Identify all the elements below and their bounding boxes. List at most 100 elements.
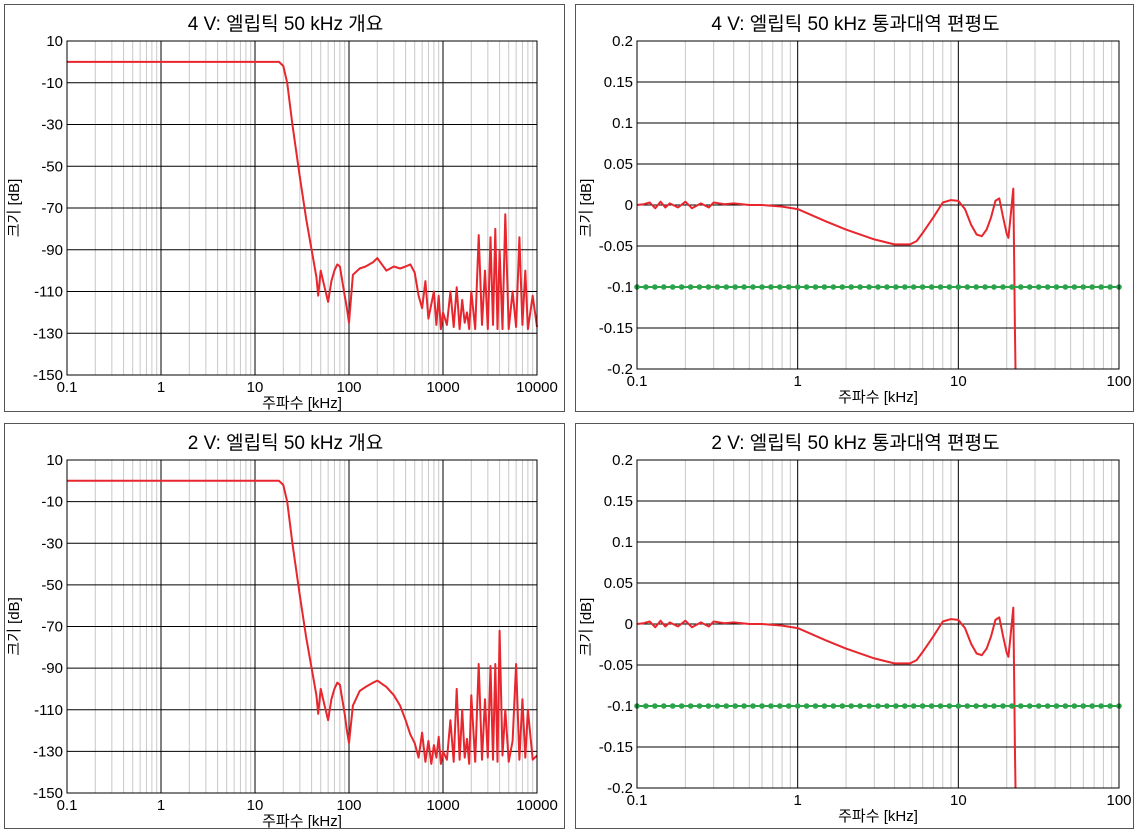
x-tick-label: 10000 [516,379,558,396]
limit-marker [803,284,810,290]
y-tick-label: -0.15 [599,739,633,756]
limit-marker [875,703,881,709]
limit-marker [848,284,854,290]
limit-marker [705,284,712,290]
chart-title: 2 V: 엘립틱 50 kHz 통과대역 편평도 [711,432,999,454]
limit-marker [741,703,747,709]
x-tick-label: 1 [793,373,801,390]
x-tick-label: 10 [950,792,967,809]
limit-marker [1107,703,1113,709]
limit-marker [777,284,783,290]
limit-marker [919,284,926,290]
x-tick-label: 100 [1106,792,1131,809]
y-tick-label: 10 [46,452,63,469]
limit-marker [661,703,667,709]
y-tick-label: -0.15 [599,320,633,337]
limit-marker [1026,703,1033,709]
limit-marker [884,284,890,290]
chart-panel-2v-passband: 2 V: 엘립틱 50 kHz 통과대역 편평도 0.2 0.15 0.1 0.05 0 -… [575,423,1134,829]
x-tick-label: 100 [336,379,361,396]
limit-marker [1000,284,1006,290]
chart-svg: 2 V: 엘립틱 50 kHz 개요 10 -10 -30 -50 -70 -90 -110 -… [6,432,558,829]
limit-marker [821,284,828,290]
chart-panel-4v-overview: 4 V: 엘립틱 50 kHz 개요 10 -10 -30 -50 -70 -90 -110 -… [4,4,565,412]
limit-marker [910,703,917,709]
limit-marker [785,703,792,709]
x-tick-label: 10 [950,373,967,390]
limit-marker [955,284,962,290]
chart-title: 4 V: 엘립틱 50 kHz 개요 [188,13,383,35]
x-tick-label: 0.1 [57,797,78,814]
limit-marker [964,284,971,290]
limit-marker [830,284,837,290]
chart-panel-2v-overview: 2 V: 엘립틱 50 kHz 개요 10 -10 -30 -50 -70 -90 -110 -… [4,423,565,829]
x-axis-label: 주파수 [kHz] [262,813,342,829]
y-tick-label: 0.2 [612,452,633,469]
limit-marker [973,703,979,709]
chart-title: 2 V: 엘립틱 50 kHz 개요 [188,432,383,454]
limit-marker [687,284,694,290]
limit-marker [830,703,837,709]
y-tick-label: -10 [41,75,63,92]
plot-border [66,459,538,794]
limit-marker [696,703,703,709]
limit-marker [812,284,819,290]
y-tick-label: 0.05 [604,575,633,592]
x-tick-label: 1 [157,797,165,814]
y-tick-label: -0.2 [607,780,633,797]
chart-title: 4 V: 엘립틱 50 kHz 통과대역 편평도 [711,13,999,35]
limit-marker [750,703,756,709]
limit-marker [678,284,685,290]
limit-marker [848,703,854,709]
limit-marker [741,284,747,290]
limit-marker [768,284,774,290]
y-axis-label: 크기 [dB] [578,598,595,656]
y-tick-label: -0.05 [599,657,633,674]
limit-marker [812,703,819,709]
y-axis-label: 크기 [dB] [6,179,23,237]
y-tick-label: -110 [34,702,63,719]
limit-marker [946,703,953,709]
limit-marker [902,703,908,709]
x-tick-label: 100 [336,797,361,814]
limit-marker [785,284,792,290]
y-tick-label: -30 [41,535,63,552]
limit-marker [643,703,649,709]
limit-marker [1098,284,1104,290]
limit-marker [1009,284,1015,290]
y-tick-label: -30 [41,117,63,134]
limit-marker [1018,703,1024,709]
series-line [636,606,1017,789]
limit-marker [991,284,997,290]
x-axis-label: 주파수 [kHz] [262,395,342,412]
y-tick-label: -0.1 [607,698,633,715]
limit-marker [991,703,997,709]
y-tick-label: -130 [33,743,63,760]
limit-marker [1089,703,1095,709]
y-tick-label: 0.1 [612,534,633,551]
x-tick-label: 0.1 [627,792,648,809]
y-tick-label: 0.05 [604,156,633,173]
limit-marker [1035,703,1042,709]
limit-marker [1071,284,1078,290]
limit-marker [919,703,926,709]
limit-marker [1098,703,1104,709]
limit-marker [928,703,935,709]
chart-svg: 2 V: 엘립틱 50 kHz 통과대역 편평도 0.2 0.15 0.1 0.05 0 -… [578,432,1132,825]
x-tick-label: 1 [157,379,165,396]
limit-marker [714,284,721,290]
limit-marker [857,703,863,709]
limit-marker [678,703,685,709]
x-tick-label: 10 [247,379,264,396]
x-tick-label: 10 [247,797,264,814]
x-tick-label: 0.1 [57,379,78,396]
chart-svg: 4 V: 엘립틱 50 kHz 통과대역 편평도 0.2 0.15 0.1 0.05 0 -… [578,13,1132,406]
y-axis-label: 크기 [dB] [6,597,23,655]
y-tick-label: 10 [46,33,63,50]
x-axis-label: 주파수 [kHz] [838,389,918,406]
y-tick-label: -130 [33,325,63,342]
y-tick-label: -50 [41,158,63,175]
plot-border [66,40,538,376]
plot-border [636,459,1120,789]
limit-marker [768,703,774,709]
